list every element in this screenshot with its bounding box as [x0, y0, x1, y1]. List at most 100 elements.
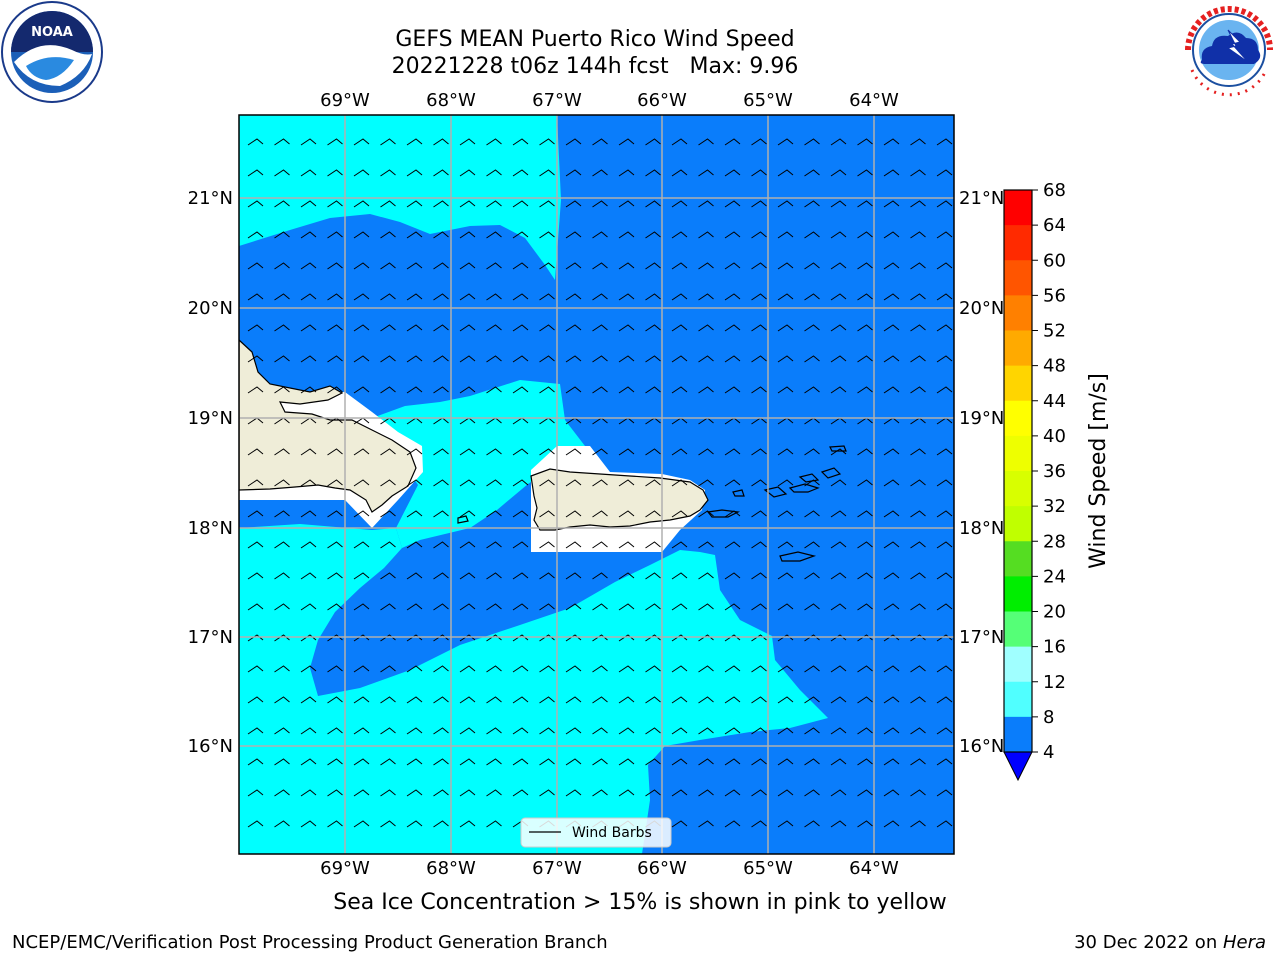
wind-barb: [830, 479, 847, 487]
wind-barb: [512, 758, 529, 766]
wind-barb: [486, 138, 502, 146]
wind-barb: [830, 386, 847, 394]
wind-barb: [936, 231, 953, 239]
wind-barb: [698, 231, 714, 239]
wind-barb: [777, 231, 794, 239]
wind-barb: [698, 696, 714, 704]
wind-barb: [565, 324, 582, 332]
wind-barb: [671, 665, 688, 673]
wind-barb: [353, 200, 370, 208]
wind-barb: [327, 820, 343, 828]
wind-barb: [274, 510, 290, 518]
wind-barb: [247, 665, 264, 673]
colorbar-tick-label: 32: [1043, 496, 1066, 517]
wind-barb: [327, 231, 343, 239]
wind-barb: [777, 789, 794, 797]
wind-barb: [274, 603, 290, 611]
wind-barb: [804, 479, 820, 487]
wind-barb: [724, 820, 741, 828]
wind-barb: [698, 634, 714, 642]
wind-barb: [592, 324, 608, 332]
wind-barb: [751, 789, 767, 797]
wind-barb: [618, 479, 635, 487]
wind-barb: [592, 727, 608, 735]
wind-barb: [512, 324, 529, 332]
wind-barb: [406, 541, 423, 549]
wind-barb: [645, 355, 661, 363]
wind-barb: [804, 262, 820, 270]
wind-barb: [247, 138, 264, 146]
wind-barb: [751, 572, 767, 580]
wind-barb: [274, 789, 290, 797]
wind-barb: [380, 758, 396, 766]
wind-barb: [857, 262, 873, 270]
wind-barb: [751, 665, 767, 673]
wind-barb: [327, 696, 343, 704]
wind-barb: [936, 293, 953, 301]
wind-barb: [698, 820, 714, 828]
wind-barb: [883, 262, 900, 270]
wind-barb: [380, 169, 396, 177]
wind-barb: [777, 634, 794, 642]
wind-barb: [406, 758, 423, 766]
wind-barb: [857, 758, 873, 766]
wind-barb: [512, 665, 529, 673]
wind-barb: [830, 696, 847, 704]
wind-barb: [539, 200, 555, 208]
wind-barb: [274, 324, 290, 332]
wind-barb: [512, 479, 529, 487]
colorbar-label: Wind Speed [m/s]: [1086, 373, 1111, 569]
wind-barb: [645, 665, 661, 673]
wind-barb: [857, 572, 873, 580]
wind-barb: [671, 386, 688, 394]
colorbar-segment: [1004, 611, 1032, 648]
wind-barb: [724, 138, 741, 146]
wind-barb: [645, 231, 661, 239]
wind-barb: [910, 231, 926, 239]
wind-barb: [353, 758, 370, 766]
wind-barb: [830, 634, 847, 642]
wind-barb: [565, 789, 582, 797]
wind-barb: [830, 231, 847, 239]
wind-barb: [565, 448, 582, 456]
wind-barb: [883, 510, 900, 518]
wind-barb: [830, 138, 847, 146]
wind-barb: [353, 510, 370, 518]
wind-barb: [618, 634, 635, 642]
wind-barb: [565, 603, 582, 611]
wind-barb: [565, 138, 582, 146]
wind-barb: [274, 572, 290, 580]
wind-barb: [671, 169, 688, 177]
wind-barb: [406, 324, 423, 332]
wind-barb: [592, 169, 608, 177]
wind-barb: [777, 386, 794, 394]
wind-barb: [592, 262, 608, 270]
wind-barb: [751, 479, 767, 487]
wind-barb: [539, 727, 555, 735]
wind-barb: [353, 386, 370, 394]
wind-barb: [698, 665, 714, 673]
wind-barb: [380, 386, 396, 394]
wind-barb: [751, 324, 767, 332]
wind-barb: [857, 696, 873, 704]
wind-barb: [592, 448, 608, 456]
wind-barb: [751, 696, 767, 704]
lat-label-left: 18°N: [188, 518, 233, 539]
wind-barb: [380, 479, 396, 487]
wind-barb: [539, 293, 555, 301]
wind-barb: [406, 572, 423, 580]
wind-barb: [353, 262, 370, 270]
wind-barb: [247, 262, 264, 270]
colorbar-tick-label: 56: [1043, 285, 1066, 306]
lat-label-right: 19°N: [959, 408, 1004, 429]
wind-barb: [645, 634, 661, 642]
wind-barb: [486, 386, 502, 394]
wind-barb: [883, 448, 900, 456]
colorbar-segment: [1004, 400, 1032, 437]
wind-barb: [406, 262, 423, 270]
wind-barb: [804, 758, 820, 766]
wind-barb: [724, 293, 741, 301]
wind-barb: [353, 789, 370, 797]
wind-barb: [486, 200, 502, 208]
wind-barb: [274, 386, 290, 394]
